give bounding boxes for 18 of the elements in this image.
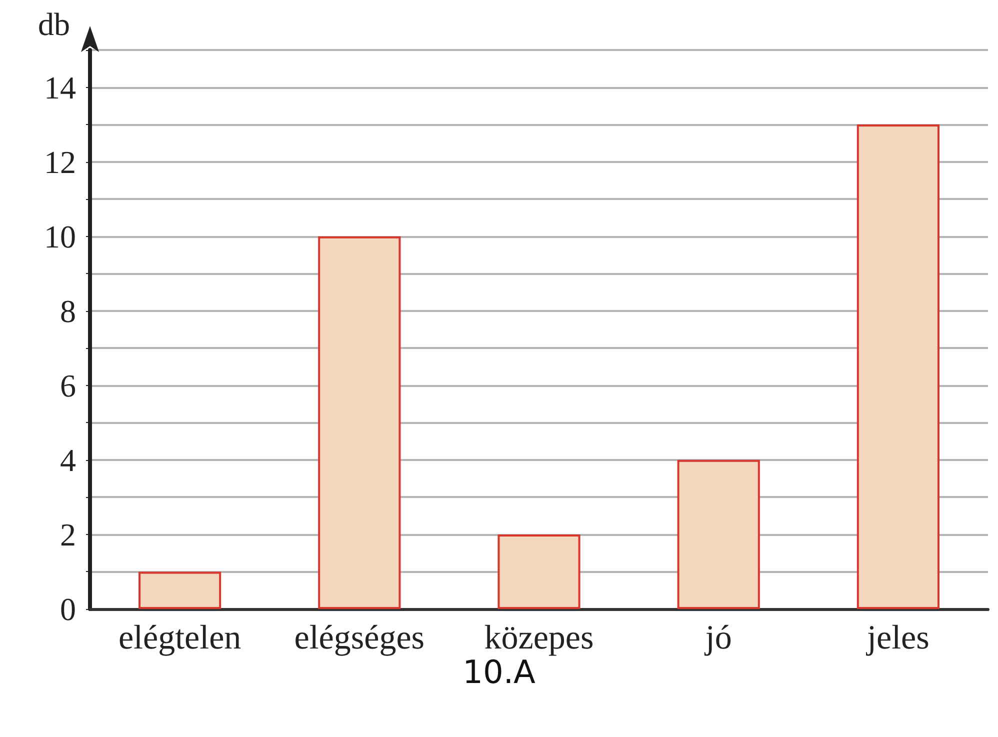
y-tick-label: 0 — [60, 591, 76, 627]
y-tick-label: 14 — [44, 69, 76, 106]
y-tick-label: 4 — [60, 442, 76, 478]
y-tick-label: 12 — [44, 144, 76, 180]
y-axis-title: db — [38, 6, 70, 42]
y-tick-label: 10 — [44, 218, 76, 254]
bar — [498, 534, 580, 609]
bar — [318, 236, 401, 609]
x-tick-label: jeles — [866, 620, 930, 656]
y-tick-label: 6 — [60, 367, 76, 404]
bar — [677, 460, 760, 609]
y-tick-label: 8 — [60, 292, 76, 329]
x-tick-label: elégtelen — [118, 620, 242, 656]
x-tick-label: jó — [704, 620, 732, 656]
y-tick-label: 2 — [60, 516, 76, 552]
bar — [138, 572, 222, 609]
bar — [856, 124, 940, 609]
x-tick-label: elégséges — [294, 620, 425, 656]
